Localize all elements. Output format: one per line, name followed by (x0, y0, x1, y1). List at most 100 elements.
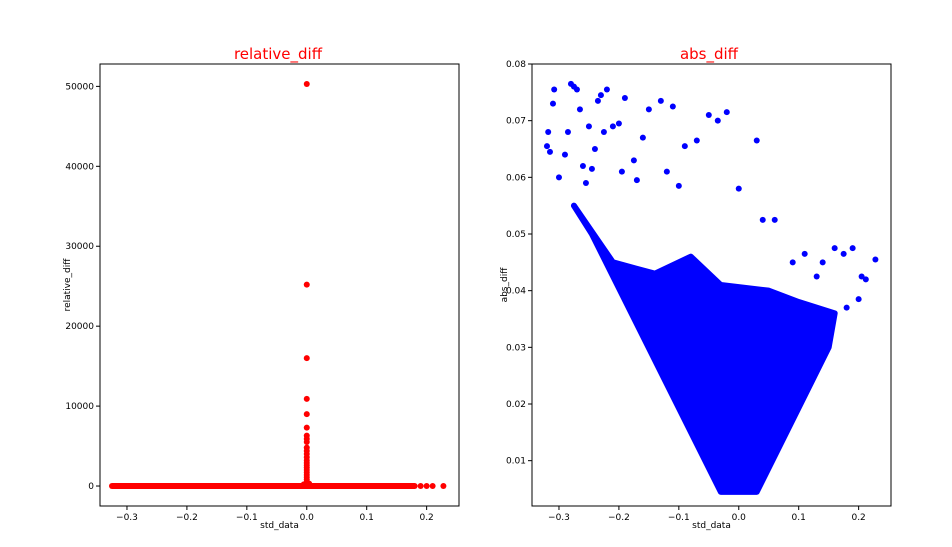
data-point (858, 273, 865, 280)
data-point (300, 481, 307, 488)
y-tick-label: 50000 (65, 82, 94, 92)
y-tick-label: 0.03 (506, 343, 526, 353)
y-tick-label: 0.07 (506, 117, 526, 127)
data-point (561, 151, 568, 158)
data-point (609, 123, 616, 130)
data-point (840, 250, 847, 257)
marks (543, 80, 879, 495)
data-point (588, 165, 595, 172)
data-point (303, 439, 310, 446)
x-tick-label: 0.2 (419, 513, 433, 523)
data-point (582, 180, 589, 186)
data-point (675, 182, 682, 189)
marks (108, 80, 447, 490)
y-axis-label: abs_diff (500, 267, 510, 303)
x-tick-label: −0.3 (548, 513, 570, 523)
data-point (417, 483, 424, 490)
data-point (819, 259, 826, 266)
data-point (723, 109, 730, 116)
data-point (549, 100, 556, 107)
data-point (657, 97, 664, 104)
chart-title: relative_diff (234, 45, 323, 64)
data-point (303, 411, 310, 418)
y-tick-label: 0.02 (506, 400, 526, 410)
y-tick-label: 0.04 (506, 287, 526, 297)
y-tick-label: 0.08 (506, 60, 526, 70)
data-point (831, 245, 838, 252)
data-point (639, 134, 646, 141)
ticks: −0.3 −0.2 −0.1 0.0 0.1 0.2 0 10000 20000 30000 400… (65, 82, 433, 523)
data-point (618, 168, 625, 175)
data-point (705, 112, 712, 118)
data-point (303, 424, 310, 431)
x-axis-label: std_data (692, 521, 731, 531)
data-point (576, 106, 583, 113)
x-tick-label: −0.1 (236, 513, 258, 523)
data-point (306, 480, 313, 487)
abs-diff-chart: abs_diff std_data abs_diff −0.3 −0.2 −0.1 0… (500, 45, 892, 531)
x-tick-label: 0.0 (732, 513, 747, 523)
data-point (693, 137, 700, 144)
y-axis-label: relative_diff (63, 258, 73, 312)
dense-region (570, 202, 838, 495)
y-tick-label: 20000 (65, 322, 94, 332)
y-tick-label: 0.05 (506, 230, 526, 240)
data-point (585, 123, 592, 130)
x-tick-label: 0.1 (792, 513, 806, 523)
x-axis-label: std_data (260, 521, 299, 531)
ticks: −0.3 −0.2 −0.1 0.0 0.1 0.2 0.01 0.02 0.03 0.04 0.0… (506, 60, 866, 523)
plot-frame (531, 63, 892, 507)
data-point (714, 117, 721, 124)
data-point (789, 259, 796, 266)
y-tick-label: 0 (88, 482, 94, 492)
data-point (591, 146, 598, 152)
x-tick-label: 0.2 (851, 513, 865, 523)
data-point (771, 216, 778, 223)
data-point (801, 250, 808, 257)
data-point (663, 168, 670, 175)
data-point (633, 177, 640, 184)
x-tick-label: −0.2 (608, 513, 630, 523)
data-point (551, 86, 558, 93)
data-point (573, 86, 580, 93)
data-point (849, 245, 856, 252)
y-tick-label: 0.01 (506, 457, 526, 467)
x-tick-label: −0.1 (668, 513, 690, 523)
plot-frame (99, 63, 460, 507)
data-point (303, 281, 310, 288)
x-tick-label: −0.3 (116, 513, 138, 523)
data-point (615, 120, 622, 127)
data-point (872, 256, 879, 263)
data-point (597, 92, 604, 99)
data-point (630, 157, 637, 164)
data-point (813, 273, 820, 280)
chart-title: abs_diff (680, 45, 739, 64)
data-point (862, 276, 869, 283)
data-point (759, 216, 766, 223)
data-point (543, 143, 550, 150)
x-tick-label: −0.2 (176, 513, 198, 523)
data-point (600, 129, 607, 135)
data-point (669, 103, 676, 110)
y-tick-label: 40000 (65, 162, 94, 172)
y-tick-label: 30000 (65, 242, 94, 252)
data-point (423, 483, 430, 490)
data-point (545, 129, 552, 135)
data-point (303, 395, 310, 402)
data-point (579, 163, 586, 169)
data-point (603, 86, 610, 93)
data-point (621, 95, 628, 101)
y-tick-label: 10000 (65, 402, 94, 412)
y-tick-label: 0.06 (506, 173, 526, 183)
data-point (753, 137, 760, 144)
data-point (681, 143, 688, 150)
data-point (594, 97, 601, 104)
relative-diff-chart: relative_diff std_data relative_diff −0.… (63, 45, 460, 531)
x-tick-label: 0.0 (300, 513, 315, 523)
data-point (429, 483, 436, 490)
data-point (440, 483, 447, 490)
data-point (303, 80, 310, 87)
data-point (645, 106, 652, 113)
data-point (303, 355, 310, 362)
